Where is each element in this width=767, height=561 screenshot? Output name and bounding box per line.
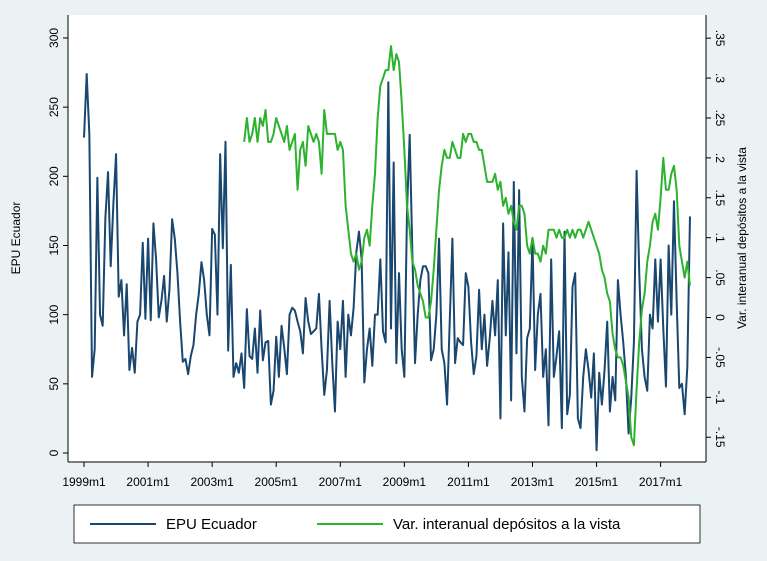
x-tick-label: 2005m1 [255, 475, 299, 489]
y2-tick-label: 0 [713, 314, 727, 321]
y2-axis-title: Var. interanual depósitos a la vista [735, 147, 749, 329]
x-tick-label: 2001m1 [126, 475, 170, 489]
x-tick-label: 2011m1 [447, 475, 490, 489]
x-tick-label: 2009m1 [383, 475, 427, 489]
x-tick-label: 2013m1 [511, 475, 555, 489]
series-line [243, 45, 691, 447]
y2-tick-label: .2 [713, 153, 727, 163]
y-axis-title: EPU Ecuador [9, 202, 23, 275]
y2-tick-label: .25 [713, 110, 727, 127]
series-line [83, 72, 691, 452]
x-tick-label: 2015m1 [575, 475, 619, 489]
y-tick-label: 300 [47, 28, 61, 48]
y2-tick-label: -.1 [713, 390, 727, 404]
y-tick-label: 0 [47, 449, 61, 456]
y-tick-label: 100 [47, 304, 61, 324]
x-tick-label: 2007m1 [319, 475, 363, 489]
y-tick-label: 50 [47, 377, 61, 391]
legend-label: EPU Ecuador [166, 516, 257, 533]
y-tick-label: 250 [47, 97, 61, 117]
y2-tick-label: -.05 [713, 347, 727, 368]
legend-label: Var. interanual depósitos a la vista [393, 516, 621, 533]
y2-tick-label: -.15 [713, 427, 727, 448]
y2-tick-label: .3 [713, 73, 727, 83]
x-tick-label: 1999m1 [62, 475, 106, 489]
y2-tick-label: .35 [713, 30, 727, 47]
y-tick-label: 200 [47, 166, 61, 186]
x-tick-label: 2003m1 [190, 475, 234, 489]
legend [73, 504, 701, 544]
y-tick-label: 150 [47, 235, 61, 255]
x-tick-label: 2017m1 [639, 475, 683, 489]
y2-tick-label: .05 [713, 269, 727, 286]
y2-tick-label: .1 [713, 233, 727, 243]
y2-tick-label: .15 [713, 189, 727, 206]
